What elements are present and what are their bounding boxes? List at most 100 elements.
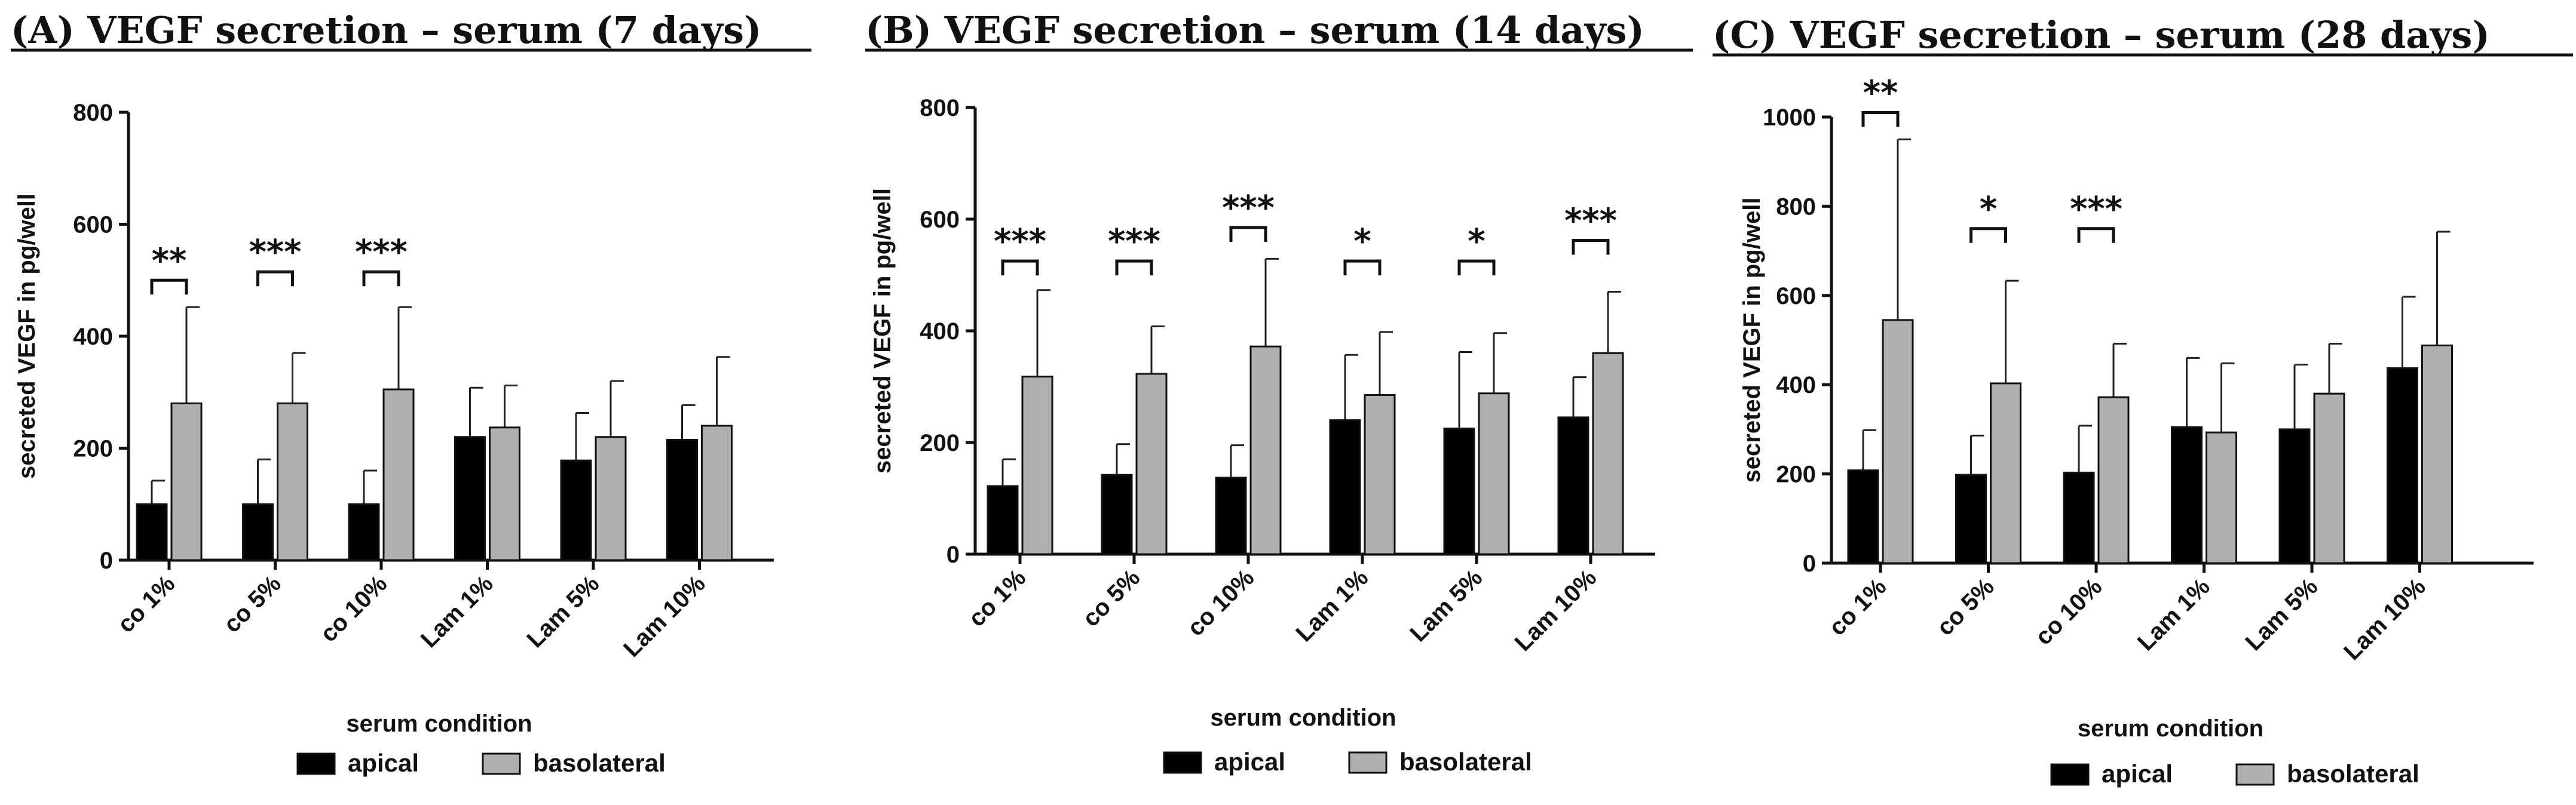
bar-apical	[987, 485, 1019, 555]
legend-label-basolateral: basolateral	[533, 749, 666, 777]
y-axis-label: secreted VEGF in pg/well	[14, 193, 40, 479]
y-tick-label: 400	[73, 324, 113, 350]
bar-basolateral	[382, 388, 415, 561]
panel-a: (A) VEGF secretion – serum (7 days) secre…	[11, 8, 811, 777]
category-label: co 1%	[964, 564, 1031, 632]
y-tick-label: 1000	[1763, 105, 1816, 131]
bar-basolateral	[170, 402, 203, 561]
significance-label: **	[152, 241, 187, 280]
legend-label-basolateral: basolateral	[1399, 748, 1532, 776]
panel-title: (B) VEGF secretion – serum (14 days)	[865, 8, 1644, 52]
legend-label-apical: apical	[2102, 760, 2173, 788]
bar-apical	[1847, 469, 1879, 564]
significance-bracket	[1861, 111, 1900, 127]
bar-apical	[2278, 428, 2311, 564]
y-tick-label: 800	[920, 95, 960, 121]
significance-label: *	[1980, 190, 1997, 229]
bar-apical	[136, 503, 168, 561]
significance-bracket	[1229, 226, 1267, 242]
category-label: co 1%	[1824, 573, 1892, 641]
significance-bracket	[256, 270, 294, 287]
y-tick-label: 400	[1776, 372, 1816, 398]
significance-bracket	[1115, 259, 1153, 276]
bar-apical	[2387, 367, 2418, 564]
bar-basolateral	[489, 426, 520, 561]
category-label: co 5%	[1932, 573, 1999, 641]
category-label: Lam 5%	[1405, 564, 1487, 647]
bar-basolateral	[2313, 392, 2345, 564]
significance-label: *	[1468, 222, 1485, 261]
category-label: co 10%	[316, 570, 393, 647]
panel-b: (B) VEGF secretion – serum (14 days) secr…	[865, 8, 1693, 776]
legend-swatch-apical	[2050, 763, 2090, 786]
bar-basolateral	[1364, 394, 1396, 555]
y-axis-label: secreted VEGF in pg/well	[1739, 198, 1765, 483]
significance-label: **	[1863, 74, 1898, 113]
bar-apical	[2063, 471, 2095, 564]
x-axis-label: serum condition	[2078, 715, 2263, 742]
y-tick-label: 400	[920, 318, 960, 345]
y-tick-label: 800	[1776, 193, 1816, 220]
category-label: Lam 1%	[1291, 564, 1373, 647]
bar-basolateral	[595, 436, 627, 561]
y-tick-label: 600	[73, 212, 113, 238]
bar-basolateral	[701, 425, 733, 561]
y-tick-label: 800	[73, 100, 113, 126]
bar-basolateral	[2421, 344, 2453, 564]
category-label: Lam 1%	[2133, 573, 2215, 656]
category-label: co 10%	[2030, 573, 2108, 650]
significance-bracket	[150, 278, 188, 295]
significance-bracket	[362, 270, 400, 287]
legend-label-basolateral: basolateral	[2287, 760, 2419, 788]
bar-apical	[348, 503, 380, 561]
category-label: co 1%	[113, 570, 180, 638]
bar-apical	[242, 503, 274, 561]
significance-label: ***	[994, 222, 1046, 261]
y-axis-label: secreted VEGF in pg/well	[869, 188, 896, 474]
category-label: Lam 10%	[1510, 564, 1602, 656]
y-tick-label: 200	[920, 430, 960, 456]
y-tick-label: 600	[920, 207, 960, 233]
significance-label: ***	[2070, 190, 2122, 229]
category-label: Lam 1%	[416, 570, 498, 653]
x-axis-label: serum condition	[1210, 705, 1396, 731]
bar-apical	[1955, 474, 1987, 564]
bar-basolateral	[1592, 352, 1624, 555]
significance-bracket	[2077, 227, 2115, 243]
y-tick-label: 0	[947, 542, 960, 568]
significance-bracket	[1572, 239, 1610, 255]
legend-label-apical: apical	[1214, 748, 1285, 776]
category-label: Lam 10%	[2339, 573, 2431, 665]
category-label: Lam 10%	[618, 570, 710, 662]
bar-basolateral	[277, 402, 308, 561]
category-label: Lam 5%	[522, 570, 604, 653]
bar-apical	[1215, 477, 1247, 555]
bar-apical	[666, 438, 698, 561]
panel-c: (C) VEGF secretion – serum (28 days) secr…	[1713, 13, 2573, 788]
legend-label-apical: apical	[348, 749, 419, 777]
legend-swatch-basolateral	[1348, 751, 1387, 774]
significance-bracket	[1343, 259, 1382, 276]
significance-label: ***	[1222, 189, 1275, 228]
y-tick-label: 200	[1776, 462, 1816, 488]
significance-label: ***	[249, 233, 302, 272]
panel-title: (C) VEGF secretion – serum (28 days)	[1713, 13, 2490, 57]
significance-label: ***	[1108, 222, 1160, 261]
bar-basolateral	[1990, 382, 2021, 564]
bar-apical	[1101, 474, 1133, 555]
significance-label: ***	[355, 233, 408, 272]
bar-basolateral	[2097, 396, 2130, 564]
bar-basolateral	[1478, 392, 1510, 555]
significance-label: ***	[1564, 202, 1617, 241]
legend-swatch-basolateral	[2235, 763, 2275, 786]
bar-basolateral	[1021, 376, 1053, 555]
significance-bracket	[1969, 227, 2007, 243]
legend-swatch-apical	[1163, 751, 1202, 774]
significance-bracket	[1001, 259, 1039, 276]
x-axis-label: serum condition	[346, 711, 532, 737]
bar-basolateral	[1135, 373, 1168, 555]
bar-apical	[454, 436, 486, 561]
significance-label: *	[1353, 222, 1371, 261]
significance-bracket	[1457, 259, 1496, 276]
